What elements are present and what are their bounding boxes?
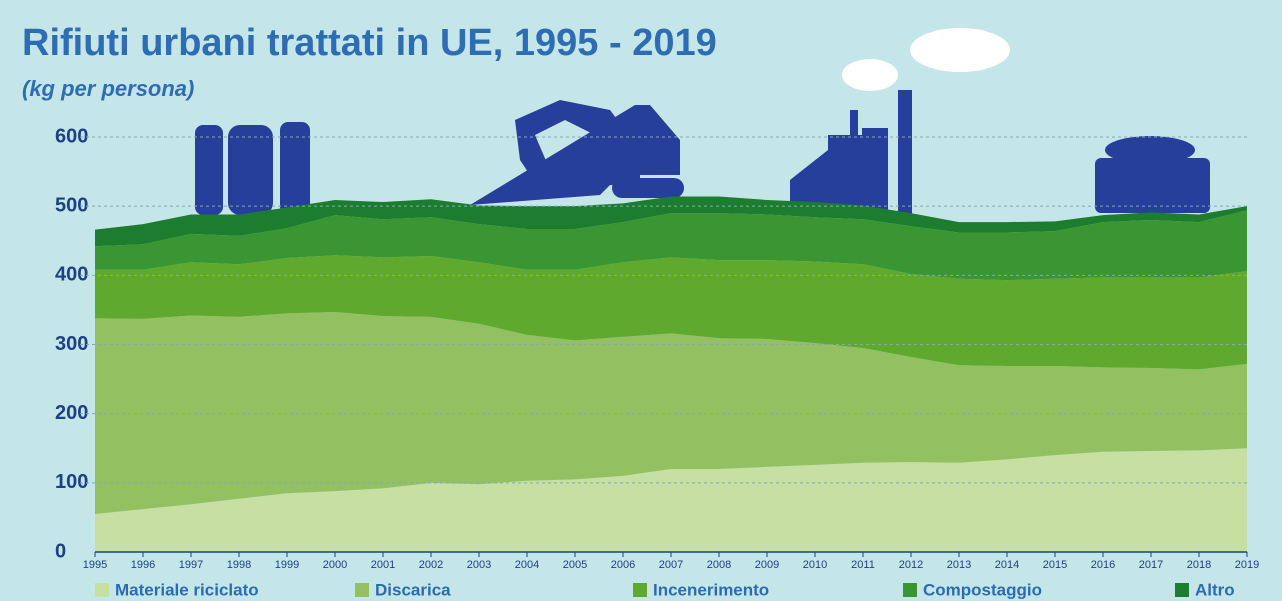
x-tick-label: 2019 <box>1235 559 1259 571</box>
x-tick-label: 2014 <box>995 559 1019 571</box>
legend-swatch <box>633 583 647 597</box>
decorative-icons <box>195 28 1210 215</box>
smoke <box>910 28 1010 72</box>
x-tick-label: 2011 <box>851 559 875 571</box>
legend-label: Discarica <box>375 580 451 599</box>
legend-label: Incenerimento <box>653 580 769 599</box>
x-tick-label: 2009 <box>755 559 779 571</box>
legend-swatch <box>355 583 369 597</box>
stacked-area <box>95 448 1247 552</box>
x-tick-label: 2001 <box>371 559 395 571</box>
x-tick-label: 1998 <box>227 559 251 571</box>
factory-icon <box>790 128 888 215</box>
stacked-area <box>95 311 1247 514</box>
x-tick-label: 2015 <box>1043 559 1067 571</box>
y-tick-label: 600 <box>55 125 88 147</box>
x-tick-label: 1996 <box>131 559 155 571</box>
chimney <box>850 110 858 140</box>
chart-title: Rifiuti urbani trattati in UE, 1995 - 20… <box>22 22 717 64</box>
x-tick-label: 2016 <box>1091 559 1115 571</box>
legend-swatch <box>95 583 109 597</box>
y-tick-label: 200 <box>55 402 88 424</box>
y-tick-label: 500 <box>55 194 88 216</box>
stacked-area <box>95 255 1247 370</box>
y-tick-label: 400 <box>55 264 88 286</box>
x-tick-label: 2007 <box>659 559 683 571</box>
legend-swatch <box>1175 583 1189 597</box>
x-tick-label: 2006 <box>611 559 635 571</box>
legend-label: Compostaggio <box>923 580 1042 599</box>
x-tick-label: 2018 <box>1187 559 1211 571</box>
chimney <box>898 90 912 215</box>
x-tick-label: 1997 <box>179 559 203 571</box>
x-tick-label: 2000 <box>323 559 347 571</box>
bottle-icon <box>280 122 310 215</box>
excavator-track <box>612 178 684 198</box>
x-tick-label: 2012 <box>899 559 923 571</box>
stacked-area <box>95 210 1247 281</box>
smoke <box>842 59 898 91</box>
stacked-area <box>95 196 1247 247</box>
y-tick-label: 0 <box>55 540 66 562</box>
x-tick-label: 2004 <box>515 559 539 571</box>
x-tick-label: 2002 <box>419 559 443 571</box>
x-tick-label: 2013 <box>947 559 971 571</box>
x-tick-label: 2003 <box>467 559 491 571</box>
compost-bin-icon <box>1095 158 1210 213</box>
legend-label: Materiale riciclato <box>115 580 259 599</box>
x-tick-label: 1999 <box>275 559 299 571</box>
x-tick-label: 2010 <box>803 559 827 571</box>
x-tick-label: 2008 <box>707 559 731 571</box>
plot-area: 0 100 200 300 400 500 600 1995 1996 1997 1998 1999 2… <box>55 125 1259 599</box>
bottle-icon <box>228 125 273 215</box>
bottle-icon <box>195 125 223 215</box>
y-tick-label: 100 <box>55 471 88 493</box>
x-tick-label: 2005 <box>563 559 587 571</box>
x-tick-label: 1995 <box>83 559 107 571</box>
compost-icon <box>1105 136 1195 164</box>
legend-label: Altro <box>1195 580 1235 599</box>
y-tick-label: 300 <box>55 333 88 355</box>
x-tick-label: 2017 <box>1139 559 1163 571</box>
legend-swatch <box>903 583 917 597</box>
chart-subtitle: (kg per persona) <box>22 76 194 101</box>
